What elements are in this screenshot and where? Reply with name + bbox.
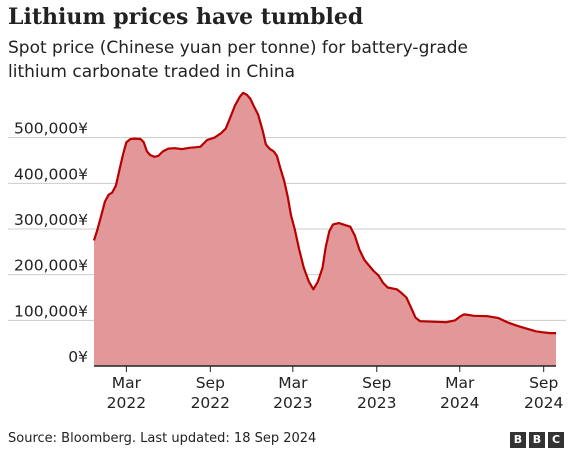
x-axis-ticks: Mar 2022 Sep 2022 Mar 2023 Sep 2023 Mar 2024 Sep 20… [107,366,563,412]
y-tick-label: 400,000¥ [14,165,88,183]
bbc-logo-letter: C [548,432,564,448]
x-tick-month: Sep [196,374,225,392]
y-tick-label: 200,000¥ [14,257,88,275]
bbc-logo-letter: B [529,432,545,448]
y-tick-label: 300,000¥ [14,211,88,229]
chart-subtitle: Spot price (Chinese yuan per tonne) for … [8,36,568,84]
x-tick-year: 2024 [440,394,479,412]
source-note: Source: Bloomberg. Last updated: 18 Sep … [8,431,317,446]
x-tick-month: Mar [278,374,308,392]
x-tick-month: Sep [529,374,558,392]
x-tick-year: 2022 [107,394,146,412]
x-tick-year: 2023 [357,394,396,412]
x-tick-year: 2024 [524,394,563,412]
y-tick-label: 500,000¥ [14,120,88,138]
x-tick-month: Sep [362,374,391,392]
x-tick-year: 2022 [191,394,230,412]
bbc-logo-letter: B [510,432,526,448]
y-axis-ticks: 0¥ 100,000¥ 200,000¥ 300,000¥ 400,000¥ 500,00… [14,120,88,366]
price-area-fill [94,92,556,367]
bbc-logo: B B C [510,432,564,448]
y-tick-label: 100,000¥ [14,302,88,320]
x-tick-month: Mar [445,374,475,392]
x-tick-month: Mar [112,374,142,392]
chart-title: Lithium prices have tumbled [8,4,364,30]
price-line [92,91,556,335]
y-tick-label: 0¥ [68,348,88,366]
subtitle-line-2: lithium carbonate traded in China [8,62,295,82]
x-tick-year: 2023 [273,394,312,412]
subtitle-line-1: Spot price (Chinese yuan per tonne) for … [8,38,469,58]
